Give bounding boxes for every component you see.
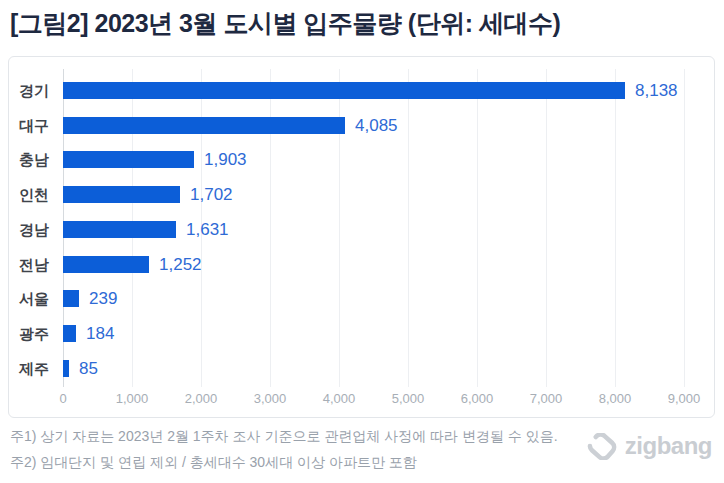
x-tick-label: 1,000 [97, 391, 167, 406]
x-tick-label: 5,000 [373, 391, 443, 406]
category-label: 인천 [9, 186, 49, 203]
footnote-1: 주1) 상기 자료는 2023년 2월 1주차 조사 기준으로 관련업체 사정에… [10, 428, 558, 446]
bar [63, 256, 149, 273]
value-label: 1,252 [159, 256, 202, 273]
bar [63, 360, 69, 377]
footnote-2: 주2) 임대단지 및 연립 제외 / 총세대수 30세대 이상 아파트만 포함 [10, 454, 417, 472]
x-tick-label: 9,000 [649, 391, 719, 406]
x-tick-label: 3,000 [235, 391, 305, 406]
category-label: 경남 [9, 221, 49, 238]
category-label: 서울 [9, 290, 49, 307]
gridline [684, 69, 685, 387]
zigbang-logo-text: zigbang [625, 432, 712, 460]
value-label: 1,903 [204, 151, 247, 168]
bar [63, 325, 76, 342]
value-label: 4,085 [355, 117, 398, 134]
x-tick-label: 7,000 [511, 391, 581, 406]
gridline [477, 69, 478, 387]
x-tick-label: 6,000 [442, 391, 512, 406]
bar [63, 117, 345, 134]
category-label: 충남 [9, 151, 49, 168]
value-label: 8,138 [635, 82, 678, 99]
value-label: 1,702 [190, 186, 233, 203]
value-label: 239 [89, 290, 117, 307]
x-tick-label: 0 [28, 391, 98, 406]
category-label: 제주 [9, 360, 49, 377]
chart-title: [그림2] 2023년 3월 도시별 입주물량 (단위: 세대수) [10, 7, 560, 40]
category-label: 광주 [9, 325, 49, 342]
x-tick-label: 4,000 [304, 391, 374, 406]
gridline [546, 69, 547, 387]
gridline [615, 69, 616, 387]
value-label: 1,631 [186, 221, 229, 238]
x-tick-label: 8,000 [580, 391, 650, 406]
bar [63, 82, 625, 99]
bar [63, 186, 180, 203]
chart-frame: 경기 8,138 대구 4,085 충남 1,903 인천 1,702 경남 1,631 전남 1,2… [8, 56, 715, 418]
value-label: 85 [79, 360, 98, 377]
category-label: 대구 [9, 117, 49, 134]
x-tick-label: 2,000 [166, 391, 236, 406]
bar [63, 290, 79, 307]
category-label: 경기 [9, 82, 49, 99]
zigbang-logo: zigbang [586, 432, 712, 460]
zigbang-logo-icon [586, 433, 618, 460]
category-label: 전남 [9, 256, 49, 273]
bar [63, 221, 176, 238]
bar [63, 151, 194, 168]
value-label: 184 [86, 325, 114, 342]
gridline [408, 69, 409, 387]
